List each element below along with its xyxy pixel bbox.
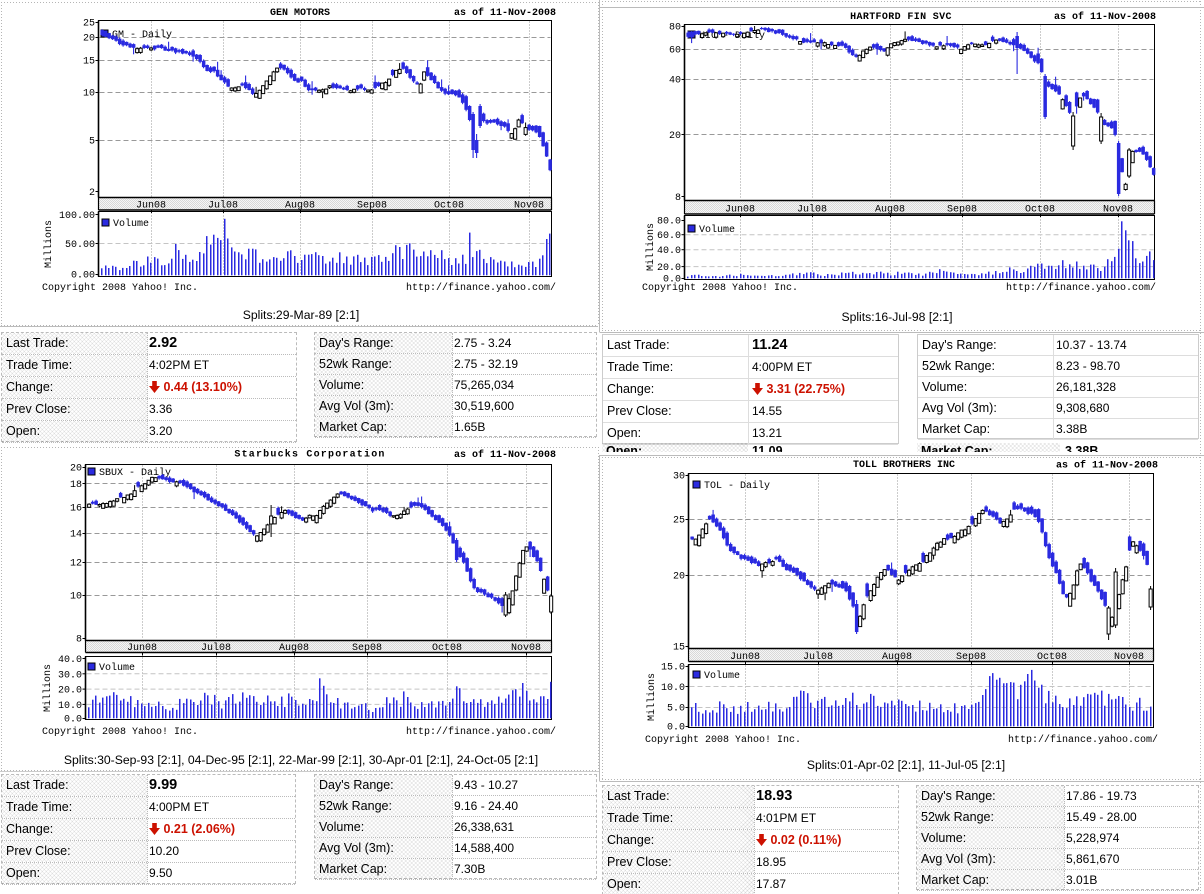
svg-text:as of 11-Nov-2008: as of 11-Nov-2008 — [1056, 460, 1158, 472]
svg-text:http://finance.yahoo.com/: http://finance.yahoo.com/ — [1006, 282, 1156, 294]
svg-text:as of 11-Nov-2008: as of 11-Nov-2008 — [454, 449, 556, 461]
svg-text:20: 20 — [673, 572, 685, 583]
svg-text:18: 18 — [70, 480, 82, 491]
svg-text:20: 20 — [669, 131, 681, 142]
svg-text:Volume: Volume — [704, 670, 740, 682]
svg-text:Nov08: Nov08 — [1103, 205, 1133, 216]
svg-text:15: 15 — [83, 57, 95, 68]
svg-text:30: 30 — [673, 472, 685, 483]
svg-text:TOL - Daily: TOL - Daily — [704, 480, 770, 492]
svg-text:Millions: Millions — [42, 664, 54, 712]
svg-text:Copyright 2008 Yahoo! Inc.: Copyright 2008 Yahoo! Inc. — [42, 282, 198, 294]
svg-text:Copyright 2008 Yahoo! Inc.: Copyright 2008 Yahoo! Inc. — [42, 726, 198, 738]
svg-text:Jul08: Jul08 — [803, 651, 833, 663]
svg-text:15: 15 — [673, 643, 685, 654]
svg-text:Aug08: Aug08 — [882, 652, 912, 663]
svg-text:Jul08: Jul08 — [208, 200, 238, 212]
svg-text:Nov08: Nov08 — [514, 201, 544, 212]
svg-text:20: 20 — [83, 34, 95, 45]
svg-text:0.00: 0.00 — [71, 271, 95, 282]
svg-text:Aug08: Aug08 — [875, 205, 905, 216]
svg-text:Volume: Volume — [113, 218, 149, 230]
svg-text:Jun08: Jun08 — [127, 643, 157, 654]
svg-text:50.00: 50.00 — [65, 240, 95, 251]
svg-text:http://finance.yahoo.com/: http://finance.yahoo.com/ — [1008, 734, 1158, 746]
svg-text:Aug08: Aug08 — [279, 643, 309, 654]
svg-text:40.0: 40.0 — [58, 655, 82, 666]
svg-text:Millions: Millions — [43, 220, 55, 268]
svg-text:Jun08: Jun08 — [730, 652, 760, 663]
svg-text:10.0: 10.0 — [661, 683, 685, 694]
svg-text:Jul08: Jul08 — [797, 204, 827, 216]
svg-text:as of 11-Nov-2008: as of 11-Nov-2008 — [1054, 11, 1156, 23]
svg-text:Nov08: Nov08 — [511, 643, 541, 654]
svg-text:Sep08: Sep08 — [956, 652, 986, 663]
svg-text:TOLL BROTHERS INC: TOLL BROTHERS INC — [853, 460, 955, 471]
svg-text:8: 8 — [675, 193, 681, 204]
svg-text:16: 16 — [70, 504, 82, 515]
svg-text:Oct08: Oct08 — [1037, 652, 1067, 663]
svg-text:40: 40 — [669, 76, 681, 87]
svg-text:http://finance.yahoo.com/: http://finance.yahoo.com/ — [406, 726, 556, 738]
svg-text:0.0: 0.0 — [64, 715, 82, 726]
svg-text:100.00: 100.00 — [59, 211, 95, 222]
svg-text:5: 5 — [89, 137, 95, 148]
svg-text:Oct08: Oct08 — [1025, 205, 1055, 216]
svg-text:40.0: 40.0 — [657, 246, 681, 257]
svg-text:Oct08: Oct08 — [432, 643, 462, 654]
svg-text:Sep08: Sep08 — [357, 201, 387, 212]
svg-text:Copyright 2008 Yahoo! Inc.: Copyright 2008 Yahoo! Inc. — [642, 282, 798, 294]
svg-text:14: 14 — [70, 530, 82, 541]
svg-text:GEN MOTORS: GEN MOTORS — [270, 8, 330, 19]
svg-text:80.0: 80.0 — [657, 217, 681, 228]
svg-text:0.0: 0.0 — [663, 275, 681, 286]
svg-text:20.0: 20.0 — [657, 263, 681, 274]
svg-text:12: 12 — [70, 559, 82, 570]
svg-text:Aug08: Aug08 — [285, 201, 315, 212]
svg-text:GM - Daily: GM - Daily — [112, 29, 172, 41]
svg-text:Millions: Millions — [645, 223, 657, 271]
svg-text:20: 20 — [70, 464, 82, 475]
svg-text:0.0: 0.0 — [667, 723, 685, 734]
svg-text:HARTFORD FIN SVC: HARTFORD FIN SVC — [850, 12, 952, 23]
svg-text:Sep08: Sep08 — [352, 643, 382, 654]
svg-text:2: 2 — [89, 188, 95, 199]
svg-text:10: 10 — [70, 592, 82, 603]
svg-text:Volume: Volume — [699, 224, 735, 236]
svg-text:as of 11-Nov-2008: as of 11-Nov-2008 — [454, 7, 556, 19]
svg-text:Sep08: Sep08 — [947, 205, 977, 216]
svg-text:80: 80 — [669, 23, 681, 34]
svg-text:15.0: 15.0 — [661, 663, 685, 674]
svg-text:Jun08: Jun08 — [725, 205, 755, 216]
svg-text:25: 25 — [83, 19, 95, 30]
svg-text:60.0: 60.0 — [657, 231, 681, 242]
svg-text:5.0: 5.0 — [667, 704, 685, 715]
svg-text:Nov08: Nov08 — [1114, 652, 1144, 663]
svg-text:Millions: Millions — [646, 673, 658, 721]
svg-text:Oct08: Oct08 — [434, 201, 464, 212]
svg-text:8: 8 — [76, 635, 82, 646]
svg-text:Volume: Volume — [99, 662, 135, 674]
svg-text:25: 25 — [673, 516, 685, 527]
svg-text:Starbucks Corporation: Starbucks Corporation — [234, 449, 385, 461]
svg-text:10.0: 10.0 — [58, 701, 82, 712]
svg-text:Jun08: Jun08 — [136, 201, 166, 212]
svg-text:http://finance.yahoo.com/: http://finance.yahoo.com/ — [406, 282, 556, 294]
svg-text:10: 10 — [83, 89, 95, 100]
svg-text:60: 60 — [669, 46, 681, 57]
svg-text:SBUX - Daily: SBUX - Daily — [99, 467, 171, 479]
svg-text:20.0: 20.0 — [58, 686, 82, 697]
svg-text:Copyright 2008 Yahoo! Inc.: Copyright 2008 Yahoo! Inc. — [645, 734, 801, 746]
svg-text:Jul08: Jul08 — [201, 642, 231, 654]
svg-text:30.0: 30.0 — [58, 670, 82, 681]
